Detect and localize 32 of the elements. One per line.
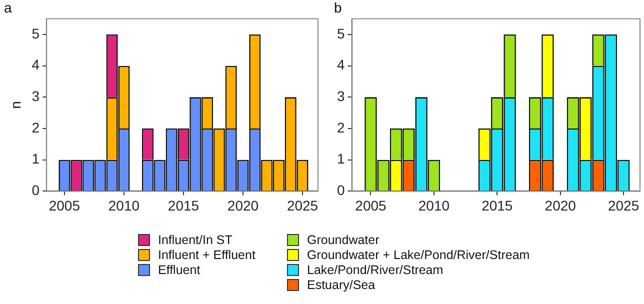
x-tick-label: 2005 <box>355 197 387 214</box>
legend-label: Groundwater + Lake/Pond/River/Stream <box>307 248 530 262</box>
x-tick-label: 2025 <box>286 197 318 214</box>
y-tick-label: 4 <box>32 56 40 73</box>
y-tick-label: 2 <box>32 119 40 136</box>
y-tick-label: 3 <box>336 88 345 104</box>
x-tick-label: 2005 <box>48 197 80 214</box>
x-tick-label: 2020 <box>544 197 576 214</box>
x-tick-label: 2010 <box>108 197 140 214</box>
x-tick-label: 2020 <box>227 197 259 214</box>
y-tick-label: 0 <box>32 182 40 198</box>
chart-title: b <box>334 0 342 16</box>
chart-title: a <box>4 0 12 16</box>
y-tick-label: 1 <box>336 150 345 167</box>
legend-label: Estuary/Sea <box>307 278 376 292</box>
legend-label: Lake/Pond/River/Stream <box>307 262 444 276</box>
legend-label: Influent + Effluent <box>158 248 256 262</box>
legend-label: Effluent <box>158 262 200 276</box>
legend-label: Groundwater <box>307 232 380 246</box>
x-tick-label: 2015 <box>168 197 200 214</box>
y-tick-label: 3 <box>32 88 40 104</box>
x-tick-label: 2010 <box>418 197 450 214</box>
legend-label: Influent/In ST <box>158 232 232 246</box>
y-tick-label: 5 <box>336 25 345 42</box>
y-tick-label: 5 <box>32 25 40 42</box>
y-axis-title: n <box>7 101 24 109</box>
y-tick-label: 2 <box>336 119 345 136</box>
x-tick-label: 2015 <box>482 197 513 214</box>
y-tick-label: 1 <box>32 150 40 167</box>
x-tick-label: 2025 <box>608 197 640 214</box>
y-tick-label: 4 <box>336 56 345 73</box>
y-tick-label: 0 <box>336 182 345 198</box>
